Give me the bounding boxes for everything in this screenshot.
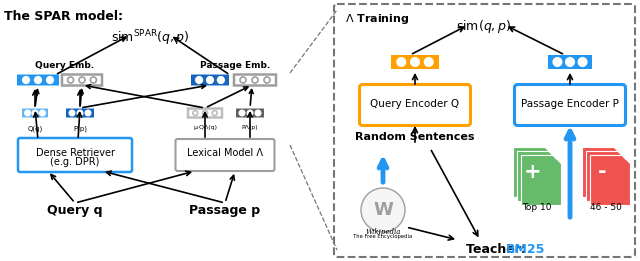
Circle shape [218, 76, 224, 84]
Text: Passage Encoder P: Passage Encoder P [521, 99, 619, 109]
Circle shape [196, 76, 202, 84]
FancyBboxPatch shape [582, 147, 622, 197]
Text: Dense Retriever: Dense Retriever [35, 148, 115, 158]
Circle shape [212, 110, 217, 115]
Text: The Free Encyclopedia: The Free Encyclopedia [353, 234, 413, 239]
Text: Random Sentences: Random Sentences [355, 132, 475, 142]
Circle shape [77, 110, 83, 116]
FancyBboxPatch shape [188, 109, 222, 117]
Circle shape [85, 110, 91, 116]
FancyBboxPatch shape [513, 147, 553, 197]
Text: Wikipedia: Wikipedia [365, 228, 401, 236]
FancyBboxPatch shape [521, 155, 561, 205]
Circle shape [40, 110, 45, 116]
FancyBboxPatch shape [517, 151, 557, 201]
Polygon shape [614, 147, 622, 155]
Circle shape [79, 77, 85, 83]
Text: $\mathrm{sim}(q, p)$: $\mathrm{sim}(q, p)$ [456, 18, 511, 35]
Polygon shape [545, 147, 553, 155]
Text: Passage Emb.: Passage Emb. [200, 61, 270, 70]
FancyBboxPatch shape [17, 74, 59, 86]
Polygon shape [618, 151, 626, 159]
Circle shape [247, 110, 253, 116]
Circle shape [35, 76, 42, 84]
Circle shape [252, 77, 258, 83]
Polygon shape [622, 155, 630, 163]
Circle shape [22, 76, 29, 84]
FancyBboxPatch shape [22, 109, 48, 117]
Circle shape [69, 110, 75, 116]
FancyBboxPatch shape [360, 85, 470, 126]
Circle shape [411, 58, 419, 66]
Text: 46 - 50: 46 - 50 [590, 203, 622, 212]
Text: Query Emb.: Query Emb. [35, 61, 95, 70]
Circle shape [424, 58, 433, 66]
Circle shape [578, 58, 587, 66]
Circle shape [90, 77, 97, 83]
Text: μ·QΛ(q): μ·QΛ(q) [193, 125, 217, 130]
Circle shape [397, 58, 406, 66]
Circle shape [361, 188, 405, 232]
Circle shape [240, 77, 246, 83]
Circle shape [68, 77, 74, 83]
FancyBboxPatch shape [175, 139, 275, 171]
Circle shape [193, 110, 198, 115]
Text: -: - [598, 162, 606, 182]
Circle shape [25, 110, 30, 116]
Text: $\mathrm{sim}^{\mathsf{SPAR}}(q, p)$: $\mathrm{sim}^{\mathsf{SPAR}}(q, p)$ [111, 28, 189, 48]
Text: +: + [524, 162, 542, 182]
Text: Query q: Query q [47, 204, 103, 217]
Text: (e.g. DPR): (e.g. DPR) [51, 157, 100, 167]
FancyBboxPatch shape [191, 74, 229, 86]
Circle shape [553, 58, 562, 66]
Circle shape [32, 110, 38, 116]
Circle shape [202, 110, 207, 115]
Text: $\Lambda$ Training: $\Lambda$ Training [345, 12, 410, 26]
Circle shape [566, 58, 574, 66]
FancyBboxPatch shape [236, 109, 264, 117]
Text: BM25: BM25 [506, 243, 545, 256]
FancyBboxPatch shape [234, 74, 276, 86]
FancyBboxPatch shape [62, 74, 102, 86]
Text: Passage p: Passage p [189, 204, 260, 217]
Text: Top 10: Top 10 [522, 203, 552, 212]
FancyBboxPatch shape [391, 55, 439, 69]
FancyBboxPatch shape [590, 155, 630, 205]
FancyBboxPatch shape [515, 85, 625, 126]
Text: W: W [373, 201, 393, 219]
Circle shape [255, 110, 260, 116]
Text: The SPAR model:: The SPAR model: [4, 10, 123, 23]
FancyBboxPatch shape [66, 109, 94, 117]
FancyBboxPatch shape [548, 55, 592, 69]
FancyBboxPatch shape [18, 138, 132, 172]
FancyBboxPatch shape [586, 151, 626, 201]
Text: PΛ(p): PΛ(p) [242, 125, 259, 130]
Text: Q(q): Q(q) [28, 125, 43, 132]
Text: P(p): P(p) [73, 125, 87, 132]
Polygon shape [549, 151, 557, 159]
Circle shape [264, 77, 270, 83]
Text: Teacher:: Teacher: [466, 243, 531, 256]
Text: Query Encoder Q: Query Encoder Q [371, 99, 460, 109]
Circle shape [239, 110, 244, 116]
Circle shape [47, 76, 53, 84]
Text: Lexical Model Λ: Lexical Model Λ [187, 148, 263, 158]
Polygon shape [553, 155, 561, 163]
Circle shape [207, 76, 213, 84]
